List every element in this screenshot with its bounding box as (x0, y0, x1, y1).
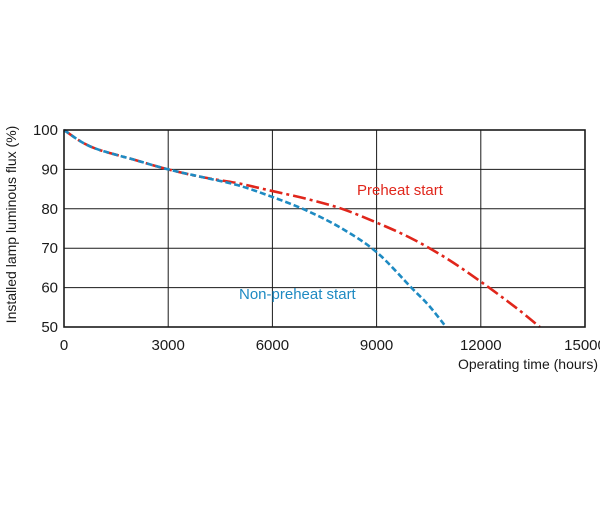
y-tick-label: 50 (41, 319, 58, 336)
y-tick-label: 80 (41, 201, 58, 218)
series-lines (63, 128, 541, 329)
series-line-non-preheat-start (63, 128, 448, 328)
y-tick-label: 90 (41, 161, 58, 178)
x-tick-label: 3000 (152, 337, 185, 354)
x-tick-label: 6000 (256, 337, 289, 354)
grid (64, 130, 585, 327)
x-tick-label: 9000 (360, 337, 393, 354)
plot-frame (63, 129, 586, 328)
x-tick-label: 12000 (460, 337, 502, 354)
y-axis-title: Installed lamp luminous flux (%) (3, 126, 19, 324)
y-tick-label: 100 (33, 122, 58, 139)
y-tick-label: 60 (41, 280, 58, 297)
x-tick-label: 0 (60, 337, 68, 354)
y-tick-label: 70 (41, 240, 58, 257)
x-axis-title: Operating time (hours) (458, 356, 598, 372)
tick-labels: 0 3000 6000 9000 12000 15000 50 60 70 80 90 100 (33, 122, 600, 354)
series-label-preheat-start: Preheat start (357, 182, 444, 199)
series-label-non-preheat-start: Non-preheat start (239, 286, 357, 303)
x-tick-label: 15000 (564, 337, 600, 354)
